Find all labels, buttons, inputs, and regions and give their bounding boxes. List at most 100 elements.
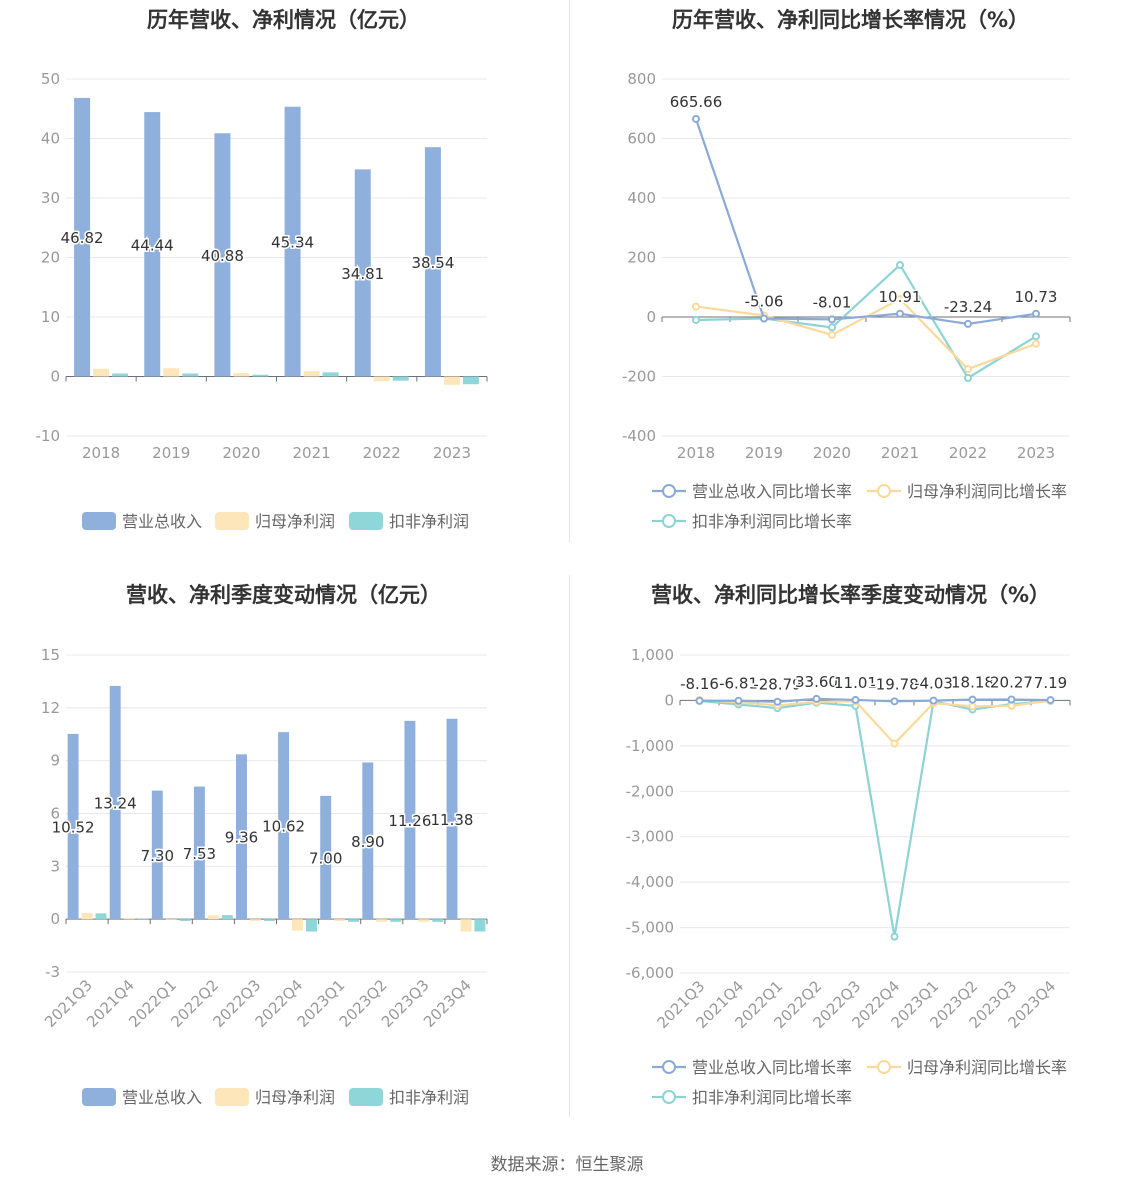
bar-2 — [221, 915, 233, 920]
series-point-2 — [890, 932, 899, 941]
series-point-1 — [964, 365, 972, 374]
series-line-1 — [699, 698, 1051, 746]
bar-2 — [462, 376, 479, 385]
series-point-1 — [890, 739, 899, 748]
bar-0 — [320, 795, 332, 920]
legend-swatch-marker-0 — [662, 484, 676, 498]
bar-value-label: 7.30 — [141, 847, 174, 865]
point-value-label: 10.91 — [879, 288, 922, 306]
bar-value-label: 11.38 — [431, 811, 474, 829]
y-tick-label: -4,000 — [626, 873, 674, 891]
bar-0 — [214, 133, 231, 377]
bar-1 — [443, 376, 460, 385]
y-tick-label: 10 — [41, 308, 60, 326]
x-tick-label: 2023 — [1017, 444, 1055, 462]
y-tick-label: 600 — [627, 130, 656, 148]
bar-0 — [74, 97, 91, 377]
point-value-label: 10.73 — [1015, 288, 1058, 306]
x-tick-label: 2019 — [152, 444, 190, 462]
series-point-1 — [828, 330, 836, 339]
bar-value-label: 40.88 — [201, 247, 244, 265]
series-point-0 — [1007, 695, 1016, 704]
series-point-0 — [896, 309, 904, 318]
bar-2 — [392, 376, 409, 381]
bar-value-label: 38.54 — [411, 254, 454, 272]
bar-2 — [179, 919, 191, 921]
chart-title: 历年营收、净利同比增长率情况（%） — [671, 8, 1030, 32]
bar-1 — [292, 919, 304, 931]
series-point-0 — [968, 695, 977, 704]
bar-0 — [278, 732, 290, 920]
x-tick-label: 2023 — [433, 444, 471, 462]
y-tick-label: 6 — [50, 805, 60, 823]
y-tick-label: -6,000 — [626, 964, 674, 982]
series-line-0 — [694, 118, 1037, 326]
legend-label-1: 归母净利润 — [255, 1088, 335, 1107]
bar-2 — [95, 913, 107, 920]
y-tick-label: 12 — [41, 699, 60, 717]
chart-title: 历年营收、净利情况（亿元） — [147, 8, 420, 32]
y-tick-label: 20 — [41, 249, 60, 267]
series-point-0 — [734, 696, 743, 705]
bar-1 — [233, 372, 250, 377]
legend-swatch-1 — [215, 1088, 249, 1106]
bar-1 — [93, 368, 110, 377]
series-point-1 — [692, 302, 700, 311]
x-tick-label: 2022 — [949, 444, 987, 462]
bar-0 — [404, 720, 416, 920]
point-value-label: 11.01 — [834, 674, 877, 692]
series-point-1 — [1032, 339, 1040, 348]
bar-2 — [306, 919, 317, 932]
bar-2 — [182, 373, 199, 377]
legend-label-1: 归母净利润同比增长率 — [907, 1058, 1067, 1077]
y-tick-label: 1,000 — [631, 646, 674, 664]
vertical-divider-bottom — [569, 575, 570, 1117]
bar-1 — [165, 919, 177, 921]
chart-title: 营收、净利季度变动情况（亿元） — [126, 583, 441, 607]
bar-0 — [193, 786, 205, 920]
y-tick-label: -3,000 — [626, 828, 674, 846]
bar-1 — [460, 919, 472, 932]
vertical-divider-top — [569, 0, 570, 542]
y-tick-label: 40 — [41, 130, 60, 148]
bar-1 — [163, 368, 180, 377]
point-value-label: -8.16 — [680, 675, 719, 693]
series-line-2 — [695, 263, 1037, 380]
y-tick-label: -200 — [622, 368, 656, 386]
bar-0 — [236, 754, 247, 920]
x-tick-label: 2022 — [363, 444, 401, 462]
legend-label-0: 营业总收入 — [122, 512, 202, 531]
legend-label-1: 归母净利润 — [255, 512, 335, 531]
chart-svg: -10 0 10 20 30 40 50 2018 2019 2020 2021 2022 2023 46… — [36, 70, 488, 531]
x-tick-label: 2018 — [677, 444, 715, 462]
bar-2 — [112, 373, 129, 377]
legend-label-2: 扣非净利润同比增长率 — [692, 512, 852, 531]
bar-1 — [376, 919, 388, 922]
bar-value-label: 13.24 — [94, 795, 137, 813]
bar-value-label: 7.00 — [309, 850, 342, 868]
bar-2 — [390, 919, 402, 922]
y-tick-label: 15 — [41, 646, 60, 664]
point-value-label: 33.60 — [795, 673, 838, 691]
bar-1 — [303, 371, 320, 377]
series-point-1 — [896, 295, 904, 304]
point-value-label: -23.24 — [944, 298, 992, 316]
y-tick-label: 50 — [41, 70, 60, 88]
bar-0 — [151, 790, 163, 920]
legend-swatch-0 — [82, 1088, 116, 1106]
x-tick-label: 2019 — [745, 444, 783, 462]
series-point-1 — [968, 702, 977, 711]
series-point-0 — [760, 314, 768, 323]
bar-2 — [348, 919, 360, 922]
point-value-label: -4.03 — [914, 675, 953, 693]
bar-2 — [137, 918, 149, 920]
series-point-0 — [692, 114, 700, 123]
bar-2 — [432, 919, 444, 922]
series-point-2 — [1032, 332, 1040, 341]
series-point-1 — [1007, 701, 1016, 710]
chart-svg: -6,000 -5,000 -4,000 -3,000 -2,000 -1,000 0 1,0… — [626, 646, 1071, 1107]
bar-value-label: 11.26 — [388, 812, 431, 830]
legend-swatch-marker-2 — [662, 514, 676, 528]
point-value-label: 20.27 — [990, 674, 1033, 692]
bar-1 — [207, 915, 219, 920]
